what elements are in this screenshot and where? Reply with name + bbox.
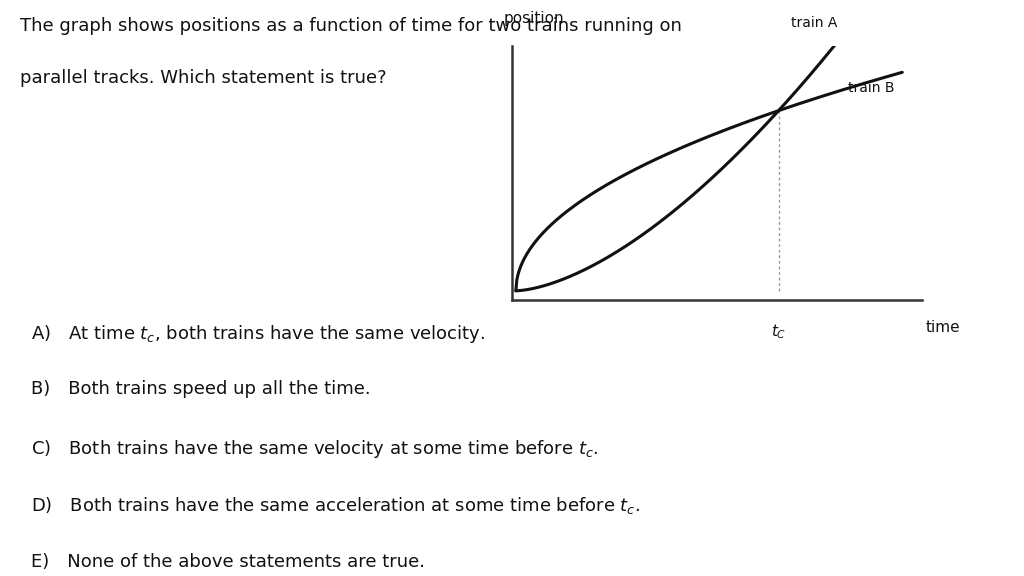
Text: D) Both trains have the same acceleration at some time before $t_c$.: D) Both trains have the same acceleratio… [31, 495, 640, 516]
Text: The graph shows positions as a function of time for two trains running on: The graph shows positions as a function … [20, 17, 682, 35]
Text: train A: train A [791, 16, 838, 30]
Text: E) None of the above statements are true.: E) None of the above statements are true… [31, 553, 425, 571]
Text: parallel tracks. Which statement is true?: parallel tracks. Which statement is true… [20, 69, 387, 87]
Text: position: position [504, 11, 564, 26]
Text: A) At time $t_c$, both trains have the same velocity.: A) At time $t_c$, both trains have the s… [31, 323, 485, 344]
Text: $t_C$: $t_C$ [771, 323, 786, 341]
Text: C) Both trains have the same velocity at some time before $t_c$.: C) Both trains have the same velocity at… [31, 438, 598, 460]
Text: time: time [926, 320, 961, 335]
Text: B) Both trains speed up all the time.: B) Both trains speed up all the time. [31, 380, 371, 398]
Text: train B: train B [848, 81, 895, 95]
